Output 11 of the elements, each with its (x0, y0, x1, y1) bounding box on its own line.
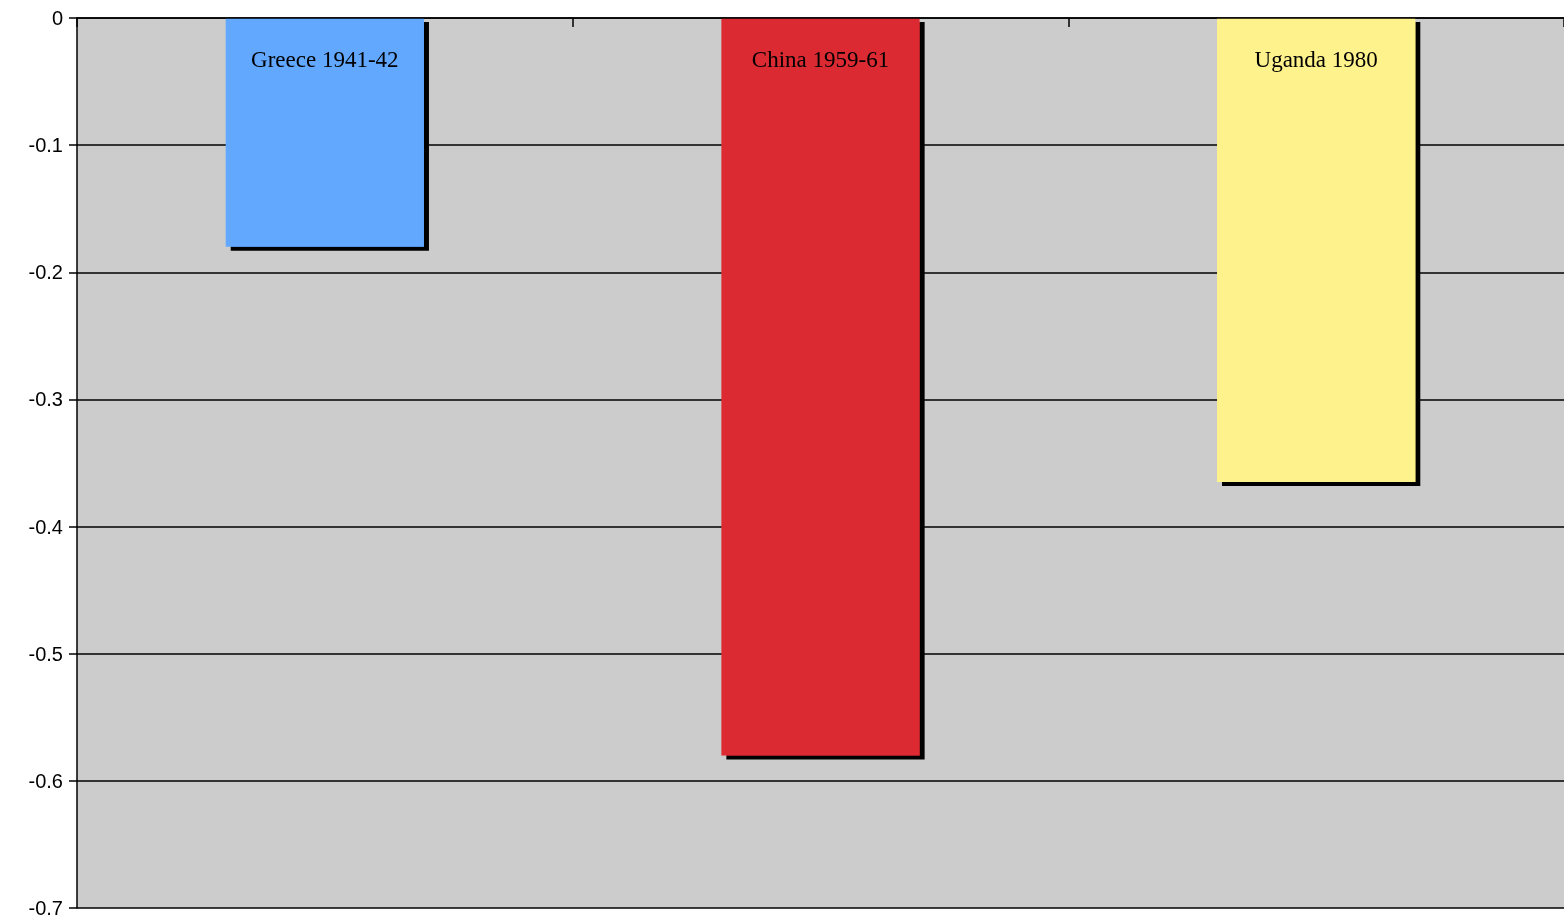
y-tick-label: 0 (51, 7, 63, 29)
y-tick-label: -0.3 (28, 388, 63, 411)
y-tick-label: -0.6 (28, 769, 63, 792)
x-tick-label: Greece 1941-42 (251, 47, 399, 72)
x-tick-label: China 1959-61 (751, 47, 890, 72)
y-tick-label: -0.7 (28, 897, 63, 919)
y-tick-label: -0.5 (28, 642, 63, 665)
y-tick-label: -0.4 (28, 515, 63, 538)
y-tick-label: -0.1 (28, 134, 63, 157)
y-tick-label: -0.2 (28, 261, 63, 284)
x-tick-label: Uganda 1980 (1254, 47, 1378, 72)
